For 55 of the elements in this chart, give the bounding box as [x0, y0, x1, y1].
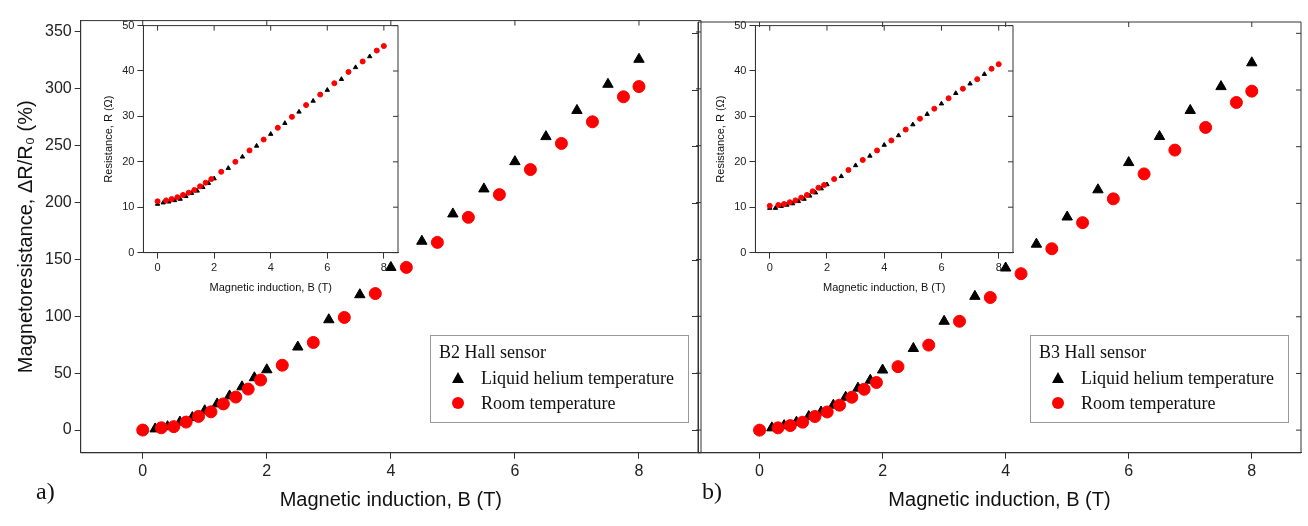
y-tick-label: 10 — [122, 200, 135, 213]
legend-label: Room temperature — [481, 391, 616, 415]
y-axis-title: Magnetoresistance, ΔR/R₀ (%) — [13, 100, 36, 374]
x-tick-label: 4 — [881, 261, 888, 274]
x-tick-label: 2 — [823, 261, 831, 274]
x-tick-label: 0 — [755, 461, 765, 479]
x-tick-label: 4 — [386, 461, 396, 479]
x-tick-label: 4 — [267, 261, 274, 274]
x-tick-label: 8 — [1247, 461, 1257, 479]
x-tick-label: 8 — [995, 261, 1002, 274]
y-tick-label: 20 — [734, 154, 747, 167]
x-tick-label: 2 — [262, 461, 272, 479]
y-tick-label: 30 — [734, 109, 747, 122]
x-axis-title: Magnetic induction, B (T) — [209, 281, 332, 294]
y-axis-title: Resistance, R (Ω) — [101, 95, 114, 183]
x-tick-label: 0 — [766, 261, 773, 274]
x-tick-label: 6 — [324, 261, 331, 274]
legend-title: B3 Hall sensor — [1039, 341, 1148, 363]
x-tick-label: 8 — [380, 261, 387, 274]
legend-label: Room temperature — [1081, 391, 1216, 415]
legend-label: Liquid helium temperature — [481, 366, 674, 390]
x-axis-title: Magnetic induction, B (T) — [823, 281, 946, 294]
y-tick-label: 50 — [53, 363, 72, 381]
y-tick-label: 250 — [44, 136, 72, 154]
y-tick-label: 150 — [44, 249, 72, 267]
y-tick-label: 100 — [44, 306, 72, 324]
y-tick-label: 300 — [44, 79, 72, 97]
x-tick-label: 0 — [154, 261, 161, 274]
x-axis-title: Magnetic induction, B (T) — [888, 487, 1111, 510]
x-tick-label: 2 — [878, 461, 888, 479]
x-tick-label: 0 — [138, 461, 148, 479]
y-tick-label: 30 — [122, 109, 135, 122]
x-tick-label: 6 — [938, 261, 945, 274]
y-tick-label: 40 — [734, 64, 747, 77]
y-tick-label: 50 — [122, 18, 135, 31]
y-tick-label: 50 — [734, 18, 747, 31]
y-tick-label: 40 — [122, 64, 135, 77]
legend-title: B2 Hall sensor — [439, 341, 548, 363]
y-tick-label: 350 — [44, 22, 72, 40]
x-tick-label: 6 — [1124, 461, 1134, 479]
y-tick-label: 200 — [44, 192, 72, 210]
text: b) — [702, 478, 722, 505]
text: a) — [36, 478, 55, 505]
legend-label: Liquid helium temperature — [1081, 366, 1274, 390]
y-tick-label: 0 — [128, 245, 135, 258]
y-tick-label: 20 — [122, 154, 135, 167]
x-tick-label: 4 — [1001, 461, 1011, 479]
y-tick-label: 0 — [62, 420, 72, 438]
y-axis-title: Resistance, R (Ω) — [713, 95, 726, 183]
x-tick-label: 8 — [634, 461, 644, 479]
y-tick-label: 0 — [740, 245, 747, 258]
y-tick-label: 10 — [734, 200, 747, 213]
x-tick-label: 2 — [211, 261, 218, 274]
x-tick-label: 6 — [510, 461, 520, 479]
x-axis-title: Magnetic induction, B (T) — [279, 487, 503, 510]
